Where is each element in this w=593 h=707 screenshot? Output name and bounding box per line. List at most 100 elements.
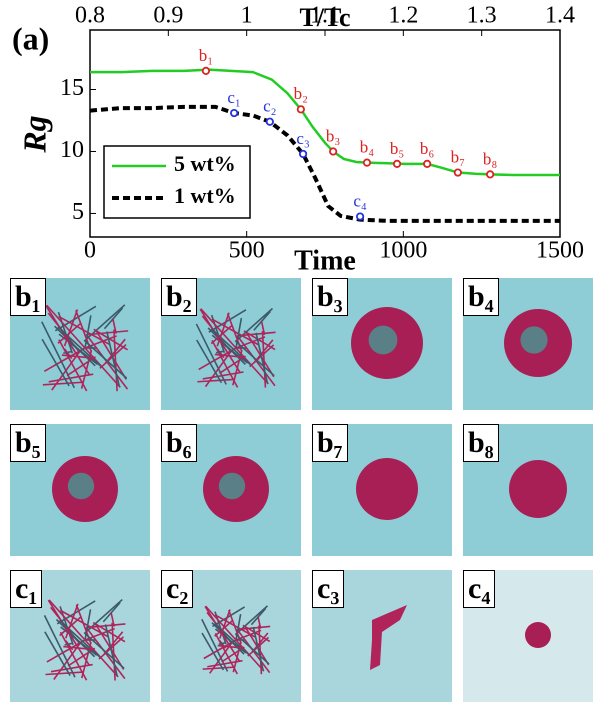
polymer-strand — [209, 642, 233, 674]
polymer-strand — [64, 642, 73, 646]
point-label: c₃ — [296, 129, 310, 148]
polymer-strand — [215, 350, 225, 354]
polymer-strand — [208, 309, 247, 333]
point-label: b₆ — [420, 139, 435, 158]
point-marker — [453, 168, 462, 177]
point-marker — [362, 158, 372, 167]
polymer-strand — [48, 373, 94, 383]
polymer-strand — [44, 631, 71, 676]
x2-tick-label: 1.4 — [545, 3, 575, 29]
panel-label: b₈ — [463, 424, 499, 462]
polymer-strand — [50, 663, 93, 673]
polymer-strand — [57, 311, 74, 354]
polymer-strand — [46, 639, 86, 663]
polymer-strand — [53, 643, 81, 680]
polymer-strand — [63, 348, 73, 359]
polymer-strand — [201, 618, 229, 672]
x-axis-label: Time — [294, 245, 356, 276]
panel-label: b₆ — [161, 424, 197, 462]
point-label: c₄ — [353, 191, 367, 210]
polymer-strand — [67, 647, 96, 667]
snapshot-panel: c₄ — [463, 570, 593, 702]
snapshot-panel: c₂ — [161, 570, 301, 702]
polymer-strand — [45, 671, 84, 676]
point-label: c₁ — [227, 88, 240, 107]
polymer-strand — [238, 331, 276, 337]
polymer-strand — [63, 350, 72, 355]
polymer-strand — [235, 341, 275, 377]
polymer-strand — [196, 339, 223, 384]
polymer-strand — [211, 622, 245, 655]
polymer-strand — [235, 347, 269, 385]
polymer-strand — [63, 309, 79, 347]
panel-label: b₅ — [10, 424, 46, 462]
panel-label: c₄ — [463, 570, 496, 608]
polymer-strand — [59, 619, 101, 659]
snapshot-panel: c₁ — [10, 570, 150, 702]
core — [67, 472, 95, 500]
polymer-strand — [51, 351, 81, 391]
point-marker — [230, 108, 239, 118]
polymer-strand — [199, 308, 241, 374]
polymer-strand — [58, 339, 88, 392]
point-marker — [423, 159, 432, 168]
legend-box — [103, 145, 251, 219]
point-marker — [298, 149, 308, 159]
polymer-strand — [106, 331, 121, 387]
polymer-strand — [219, 355, 247, 374]
polymer-strand — [41, 338, 70, 387]
polymer-strand — [54, 325, 96, 367]
polymer-strand — [217, 644, 244, 649]
x-tick-label: 500 — [229, 238, 265, 264]
panel-label: b₄ — [463, 278, 499, 316]
polymer-cluster — [509, 460, 567, 518]
point-label: b₂ — [294, 84, 308, 103]
chart: (a) T/Tc Time Rg 0 500 1000 1500 0.8 0.9 1 1.1 1… — [12, 3, 584, 277]
polymer-strand — [202, 371, 244, 380]
polymer-strand — [257, 616, 262, 629]
point-marker — [265, 117, 274, 126]
y-tick-label: 10 — [60, 137, 84, 163]
polymer-strand — [195, 323, 227, 385]
panel-label: b₃ — [312, 278, 348, 316]
polymer-strand — [214, 622, 250, 656]
legend-label: 1 wt% — [174, 183, 236, 208]
polymer-strand — [94, 623, 125, 670]
polymer-strand — [111, 622, 116, 681]
polymer-strand — [218, 641, 226, 645]
polymer-strand — [245, 331, 275, 378]
y-axis-label: Rg — [16, 115, 52, 153]
x-tick-label: 1000 — [379, 238, 427, 264]
panel-label: c₂ — [161, 570, 194, 608]
x2-axis-label: T/Tc — [299, 3, 350, 32]
polymer-strand — [65, 603, 79, 639]
polymer-cluster — [370, 605, 407, 670]
polymer-strand — [56, 600, 96, 625]
snapshot-panel: b₄ — [463, 278, 593, 410]
polymer-strand — [45, 305, 91, 376]
polymer-cluster — [525, 622, 551, 648]
snapshot-panel: b₅ — [10, 424, 150, 556]
panel-label: b₂ — [161, 278, 197, 316]
polymer-strand — [42, 381, 84, 386]
core — [368, 325, 398, 355]
x2-tick-label: 1.1 — [310, 3, 340, 29]
polymer-strand — [63, 645, 94, 651]
polymer-strand — [204, 605, 241, 662]
point-marker — [296, 105, 305, 114]
y-tick-label: 5 — [72, 199, 84, 225]
polymer-strand — [84, 632, 125, 669]
point-label: b₁ — [199, 46, 213, 65]
panel-label: c₃ — [312, 570, 345, 608]
polymer-cluster — [356, 458, 418, 520]
snapshot-panel: b₈ — [463, 424, 593, 556]
snapshot-panel: b₁ — [10, 278, 150, 410]
point-marker — [355, 212, 365, 221]
polymer-strand — [211, 339, 239, 388]
polymer-strand — [204, 351, 232, 388]
x-tick-label: 1500 — [536, 238, 584, 264]
panel-label: b₁ — [10, 278, 46, 316]
x2-tick-label: 1.2 — [388, 3, 418, 29]
point-label: b₃ — [326, 126, 341, 145]
